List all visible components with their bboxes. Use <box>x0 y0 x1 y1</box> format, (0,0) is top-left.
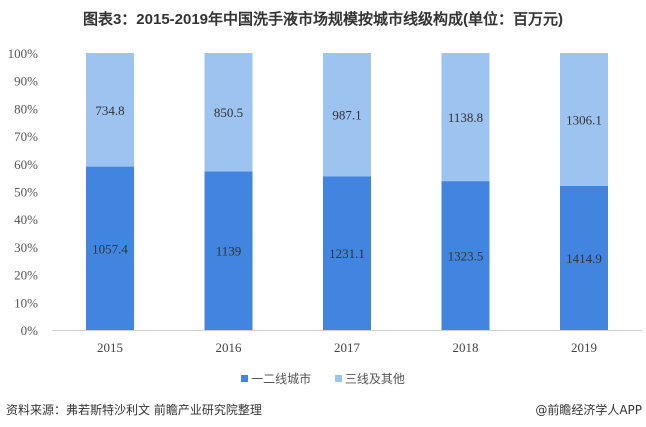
bar-segment-2017-series1 <box>323 53 371 177</box>
legend-swatch <box>241 375 249 382</box>
legend-swatch <box>334 375 342 382</box>
bar-segment-2016-series0 <box>204 171 253 330</box>
bar-segment-2017-series0 <box>323 176 371 330</box>
bar-segment-2019-series0 <box>560 185 608 330</box>
x-tick-label: 2016 <box>216 340 243 355</box>
y-tick-label: 90% <box>14 74 38 89</box>
data-label: 734.8 <box>95 103 124 118</box>
bar-segment-2018-series0 <box>441 181 490 330</box>
data-label: 850.5 <box>214 105 243 120</box>
bar-segment-2016-series1 <box>204 53 253 172</box>
x-tick-label: 2015 <box>97 340 123 355</box>
data-label: 1306.1 <box>566 112 602 127</box>
y-tick-label: 80% <box>14 101 38 116</box>
chart-title: 图表3：2015-2019年中国洗手液市场规模按城市线级构成(单位：百万元) <box>82 11 564 28</box>
source-note: 资料来源：弗若斯特沙利文 前瞻产业研究院整理 <box>6 403 262 417</box>
y-tick-label: 30% <box>14 240 38 255</box>
y-tick-label: 0% <box>21 323 39 338</box>
y-tick-label: 40% <box>14 212 38 227</box>
brand-credit: @前瞻经济学人APP <box>535 403 642 417</box>
x-tick-label: 2019 <box>571 340 597 355</box>
legend: 一二线城市 三线及其他 <box>0 370 646 387</box>
x-tick-label: 2017 <box>334 340 361 355</box>
data-label: 1231.1 <box>329 246 365 261</box>
y-tick-label: 10% <box>14 295 38 310</box>
y-tick-label: 20% <box>14 268 38 283</box>
legend-item-tier3: 三线及其他 <box>334 370 405 387</box>
bar-segment-2015-series0 <box>86 166 134 330</box>
y-tick-label: 60% <box>14 157 38 172</box>
legend-label: 三线及其他 <box>344 372 405 386</box>
x-tick-label: 2018 <box>453 340 479 355</box>
data-label: 1057.4 <box>92 241 128 256</box>
bar-segment-2015-series1 <box>86 53 134 167</box>
data-label: 1139 <box>216 244 242 259</box>
data-label: 1414.9 <box>566 251 602 266</box>
legend-item-tier12: 一二线城市 <box>241 370 311 387</box>
bar-segment-2018-series1 <box>441 53 490 182</box>
y-tick-label: 70% <box>14 129 38 144</box>
legend-label: 一二线城市 <box>251 372 312 386</box>
y-tick-label: 100% <box>8 46 39 61</box>
data-label: 987.1 <box>332 108 361 123</box>
bar-segment-2019-series1 <box>560 53 608 186</box>
data-label: 1323.5 <box>448 249 484 264</box>
y-tick-label: 50% <box>14 185 38 200</box>
data-label: 1138.8 <box>448 110 483 125</box>
